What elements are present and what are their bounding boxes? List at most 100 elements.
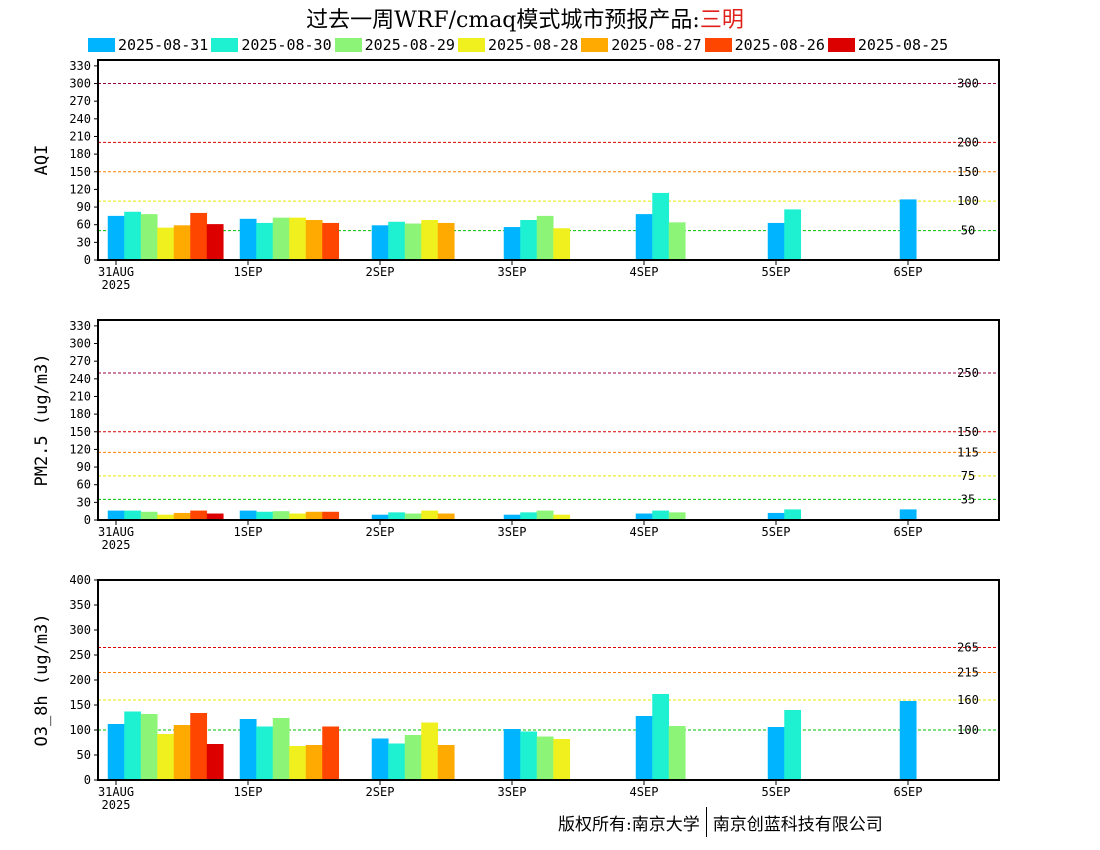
legend-label: 2025-08-31	[118, 36, 209, 54]
y-tick-label: 60	[77, 478, 91, 492]
bar	[272, 217, 290, 260]
bar	[553, 739, 571, 780]
y-tick-label: 0	[84, 773, 91, 787]
bar	[553, 514, 571, 520]
bar	[140, 511, 158, 520]
bar	[124, 711, 142, 780]
y-tick-label: 30	[77, 235, 91, 249]
x-tick-label: 1SEP	[234, 265, 263, 279]
bar	[784, 710, 802, 780]
y-axis-label: O3_8h (ug/m3)	[32, 613, 52, 746]
threshold-label: 115	[957, 445, 979, 459]
x-tick-label: 4SEP	[630, 265, 659, 279]
bar	[190, 212, 208, 260]
x-tick-label: 2025	[102, 798, 131, 812]
plot-frame	[97, 319, 1000, 521]
bar	[305, 745, 323, 780]
bar	[190, 713, 208, 780]
bar	[206, 224, 224, 260]
bar	[668, 512, 686, 520]
legend-swatch	[211, 38, 239, 52]
bar	[767, 512, 785, 520]
chart-panel: 35 75 115 150 250 0 30 60 90 120 150 180 210 240 270 30…	[32, 319, 1000, 552]
bar	[767, 727, 785, 780]
threshold-label: 150	[957, 425, 979, 439]
threshold-label: 150	[957, 165, 979, 179]
bar	[256, 511, 274, 520]
bar	[536, 510, 554, 520]
bar	[272, 511, 290, 520]
bar	[520, 512, 538, 520]
bar	[503, 227, 521, 260]
bar	[899, 509, 917, 520]
bar	[784, 509, 802, 520]
y-tick-label: 120	[69, 442, 91, 456]
y-tick-label: 150	[69, 165, 91, 179]
y-tick-label: 50	[77, 748, 91, 762]
x-tick-label: 4SEP	[630, 525, 659, 539]
copyright-separator	[705, 807, 707, 837]
chart-panel: 50 100 150 200 300 0 30 60 90 120 150 180 210 240 270 3…	[32, 59, 1000, 292]
legend-label: 2025-08-26	[734, 36, 825, 54]
title-city: 三明	[699, 8, 744, 33]
bar	[256, 222, 274, 260]
y-tick-label: 270	[69, 354, 91, 368]
bar	[124, 510, 142, 520]
y-tick-label: 90	[77, 200, 91, 214]
bar	[289, 513, 307, 520]
bar	[371, 738, 389, 780]
legend-swatch	[704, 38, 732, 52]
bar	[520, 220, 538, 260]
threshold-label: 100	[957, 194, 979, 208]
y-tick-label: 0	[84, 253, 91, 267]
bar	[503, 729, 521, 780]
legend-swatch	[827, 38, 855, 52]
bar	[421, 510, 439, 520]
y-tick-label: 300	[69, 623, 91, 637]
x-tick-label: 5SEP	[762, 525, 791, 539]
legend-item: 2025-08-31	[88, 36, 208, 54]
bar	[784, 209, 802, 260]
plot-frame	[97, 59, 1000, 261]
x-tick-label: 6SEP	[894, 525, 923, 539]
x-tick-label: 4SEP	[630, 785, 659, 799]
x-tick-label: 5SEP	[762, 265, 791, 279]
y-tick-label: 210	[69, 389, 91, 403]
y-tick-label: 400	[69, 573, 91, 587]
threshold-label: 75	[961, 469, 975, 483]
legend-swatch	[334, 38, 362, 52]
y-axis-label: AQI	[32, 145, 52, 176]
x-tick-label: 2025	[102, 278, 131, 292]
bar	[635, 513, 653, 520]
y-axis-label: PM2.5 (ug/m3)	[32, 353, 52, 486]
bar	[437, 513, 455, 520]
legend-swatch	[88, 38, 115, 52]
y-tick-label: 250	[69, 648, 91, 662]
x-tick-label: 1SEP	[234, 525, 263, 539]
bar	[305, 220, 323, 260]
x-tick-label: 5SEP	[762, 785, 791, 799]
bar	[437, 222, 455, 260]
bar	[668, 222, 686, 260]
bar	[107, 724, 125, 780]
threshold-label: 300	[957, 77, 979, 91]
y-tick-label: 330	[69, 59, 91, 73]
legend-swatch	[457, 38, 485, 52]
title-prefix: 过去一周WRF/cmaq模式城市预报产品:	[306, 8, 700, 33]
y-tick-label: 240	[69, 372, 91, 386]
bar	[520, 731, 538, 780]
bar	[371, 225, 389, 260]
x-tick-label: 31AUG	[98, 265, 134, 279]
threshold-label: 35	[961, 492, 975, 506]
chart-title: 过去一周WRF/cmaq模式城市预报产品:三明	[0, 2, 1050, 34]
bar	[388, 512, 406, 520]
bar	[173, 225, 191, 260]
y-tick-label: 150	[69, 698, 91, 712]
y-tick-label: 180	[69, 407, 91, 421]
bar	[404, 223, 422, 260]
bar	[652, 510, 670, 520]
bar	[157, 734, 175, 780]
y-tick-label: 200	[69, 673, 91, 687]
legend-label: 2025-08-25	[857, 36, 949, 54]
x-tick-label: 2025	[102, 538, 131, 552]
